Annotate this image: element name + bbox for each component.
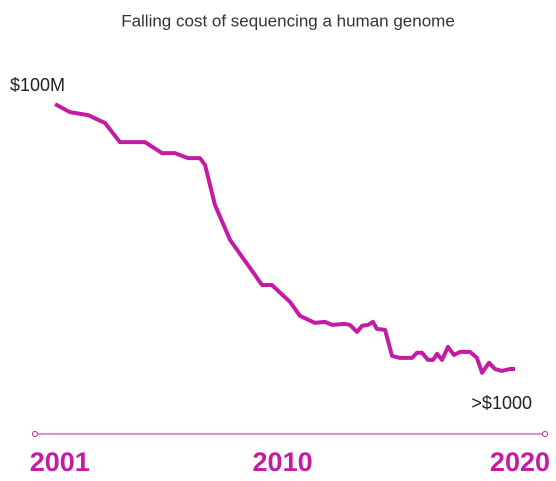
line — [54, 102, 515, 375]
x-tick-label: 2020 — [490, 447, 550, 477]
x-tick-label: 2010 — [253, 447, 313, 477]
annotation: >$1000 — [471, 393, 532, 413]
x-tick-label: 2001 — [30, 447, 90, 477]
annotation: $100M — [10, 75, 65, 95]
axis-end — [32, 431, 38, 437]
chart-title: Falling cost of sequencing a human genom… — [121, 11, 455, 30]
axis-end — [542, 431, 548, 437]
